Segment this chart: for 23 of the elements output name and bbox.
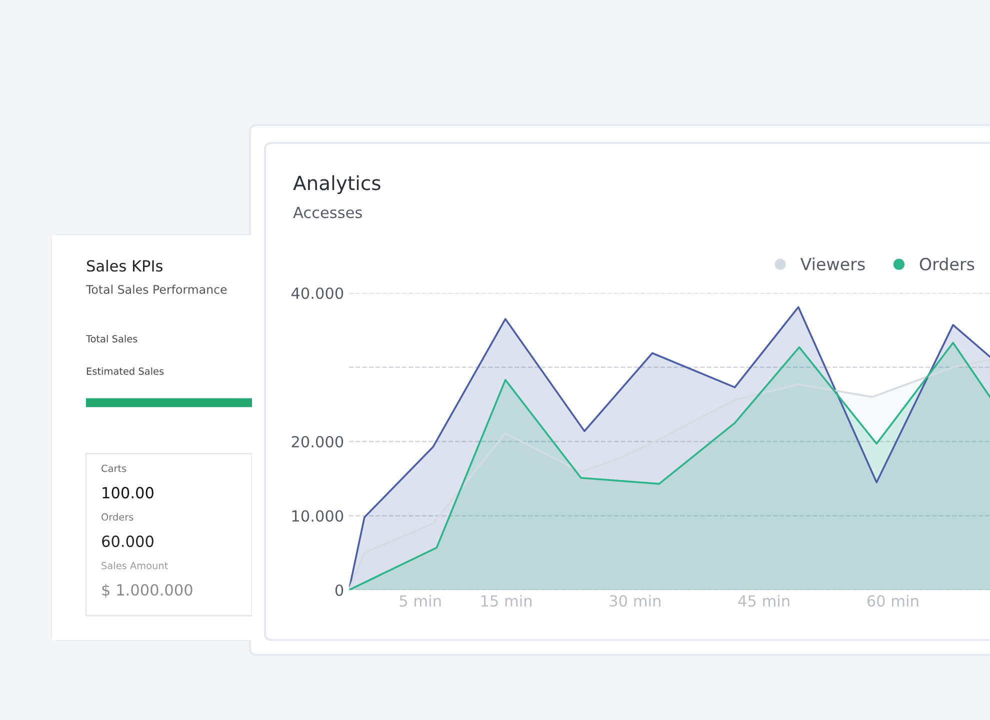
x-tick-label: 15 min: [481, 594, 532, 607]
text: Total Sales Performance: [86, 284, 227, 294]
x-tick-label: 60 min: [867, 594, 918, 607]
y-tick-label: 40.000: [291, 287, 344, 300]
text: Total Sales: [86, 334, 138, 342]
text: Sales Amount: [102, 562, 168, 570]
y-tick-label: 0: [335, 584, 344, 596]
x-tick-label: 5 min: [400, 594, 441, 607]
text: 60.000: [102, 536, 154, 548]
text: Orders: [102, 513, 134, 521]
text: Carts: [102, 464, 126, 472]
text: Estimated Sales: [86, 367, 164, 375]
legend-label: Orders: [920, 258, 974, 270]
y-tick-label: 20.000: [292, 436, 344, 448]
legend-label: Viewers: [800, 258, 865, 270]
x-tick-label: 45 min: [738, 594, 790, 607]
chart-subtitle: Accesses: [293, 206, 362, 218]
y-tick-label: 10.000: [292, 510, 344, 522]
text: $ 1.000.000: [102, 584, 192, 598]
chart-title: Analytics: [293, 175, 380, 194]
text: Sales KPIs: [87, 260, 162, 272]
text: 100.00: [102, 486, 154, 498]
x-tick-label: 30 min: [610, 594, 660, 607]
